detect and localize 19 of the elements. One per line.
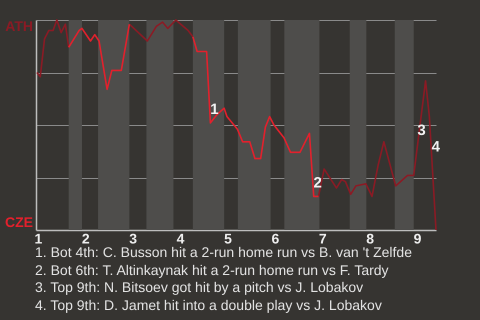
- text: 2. Bot 6th: T. Altinkaynak hit a 2-run home run vs F. Tardy: [35, 262, 390, 279]
- x-tick-label: 1: [34, 230, 42, 246]
- x-tick-label: 6: [271, 230, 280, 246]
- annotation: 4: [432, 138, 441, 156]
- annotation: 3: [417, 122, 426, 139]
- text: 4. Top 9th: D. Jamet hit into a double play vs J. Lobakov: [35, 296, 383, 314]
- x-tick-label: 9: [414, 230, 422, 246]
- annotation: 2: [314, 174, 322, 192]
- x-tick-label: 4: [176, 230, 185, 246]
- x-tick-label: 8: [366, 230, 374, 246]
- text: ATH: [5, 18, 33, 34]
- x-tick-label: 5: [224, 230, 232, 246]
- annotation: 1: [210, 100, 219, 118]
- x-tick-label: 7: [318, 230, 327, 246]
- text: 1. Bot 4th: C. Busson hit a 2-run home run vs B. van 't Zelfde: [35, 244, 412, 262]
- text: 3. Top 9th: N. Bitsoev got hit by a pitch vs J. Lobakov: [35, 279, 364, 296]
- text: CZE: [5, 214, 33, 230]
- x-tick-label: 2: [82, 230, 90, 246]
- x-tick-label: 3: [129, 230, 138, 246]
